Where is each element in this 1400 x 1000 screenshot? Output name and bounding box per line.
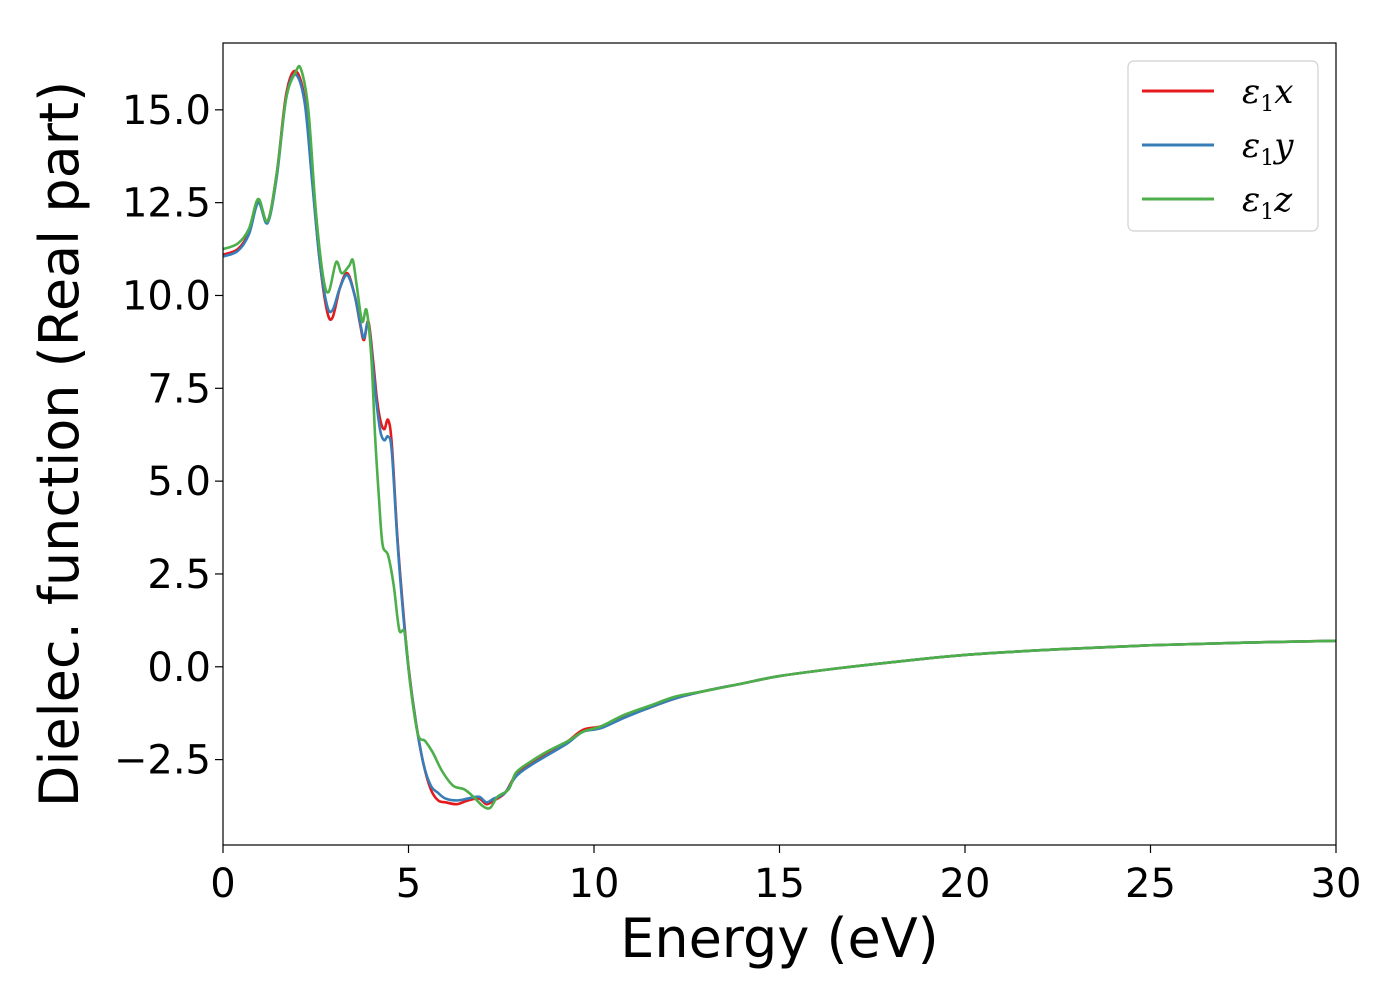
series-layer — [223, 64, 1336, 810]
y-axis-title: Dielec. function (Real part) — [28, 81, 91, 807]
y-axis: −2.5 0.0 2.5 5.0 7.5 10.0 12.5 15.0 — [114, 88, 223, 784]
y-tick-label: 2.5 — [147, 552, 211, 598]
legend: ε1x ε1y ε1z — [1127, 60, 1319, 232]
x-axis: 0 5 10 15 20 25 30 — [210, 845, 1361, 907]
x-tick-label: 10 — [569, 861, 620, 907]
x-tick-label: 0 — [210, 861, 235, 907]
x-tick-label: 30 — [1311, 861, 1362, 907]
y-tick-label: 10.0 — [122, 273, 211, 319]
legend-label-y: ε1y — [1242, 126, 1294, 171]
x-tick-label: 20 — [940, 861, 991, 907]
x-tick-label: 25 — [1125, 861, 1176, 907]
y-tick-label: 7.5 — [147, 366, 211, 412]
x-tick-label: 5 — [396, 861, 421, 907]
y-tick-label: −2.5 — [114, 738, 211, 784]
legend-label-z: ε1z — [1242, 180, 1293, 225]
series-line-z — [223, 64, 1336, 810]
y-tick-label: 15.0 — [122, 88, 211, 134]
x-axis-title: Energy (eV) — [620, 907, 939, 970]
legend-label-x: ε1x — [1242, 72, 1293, 117]
x-tick-label: 15 — [754, 861, 805, 907]
y-tick-label: 5.0 — [147, 459, 211, 505]
y-tick-label: 12.5 — [122, 181, 211, 227]
legend-box — [1127, 60, 1319, 232]
y-tick-label: 0.0 — [147, 645, 211, 691]
